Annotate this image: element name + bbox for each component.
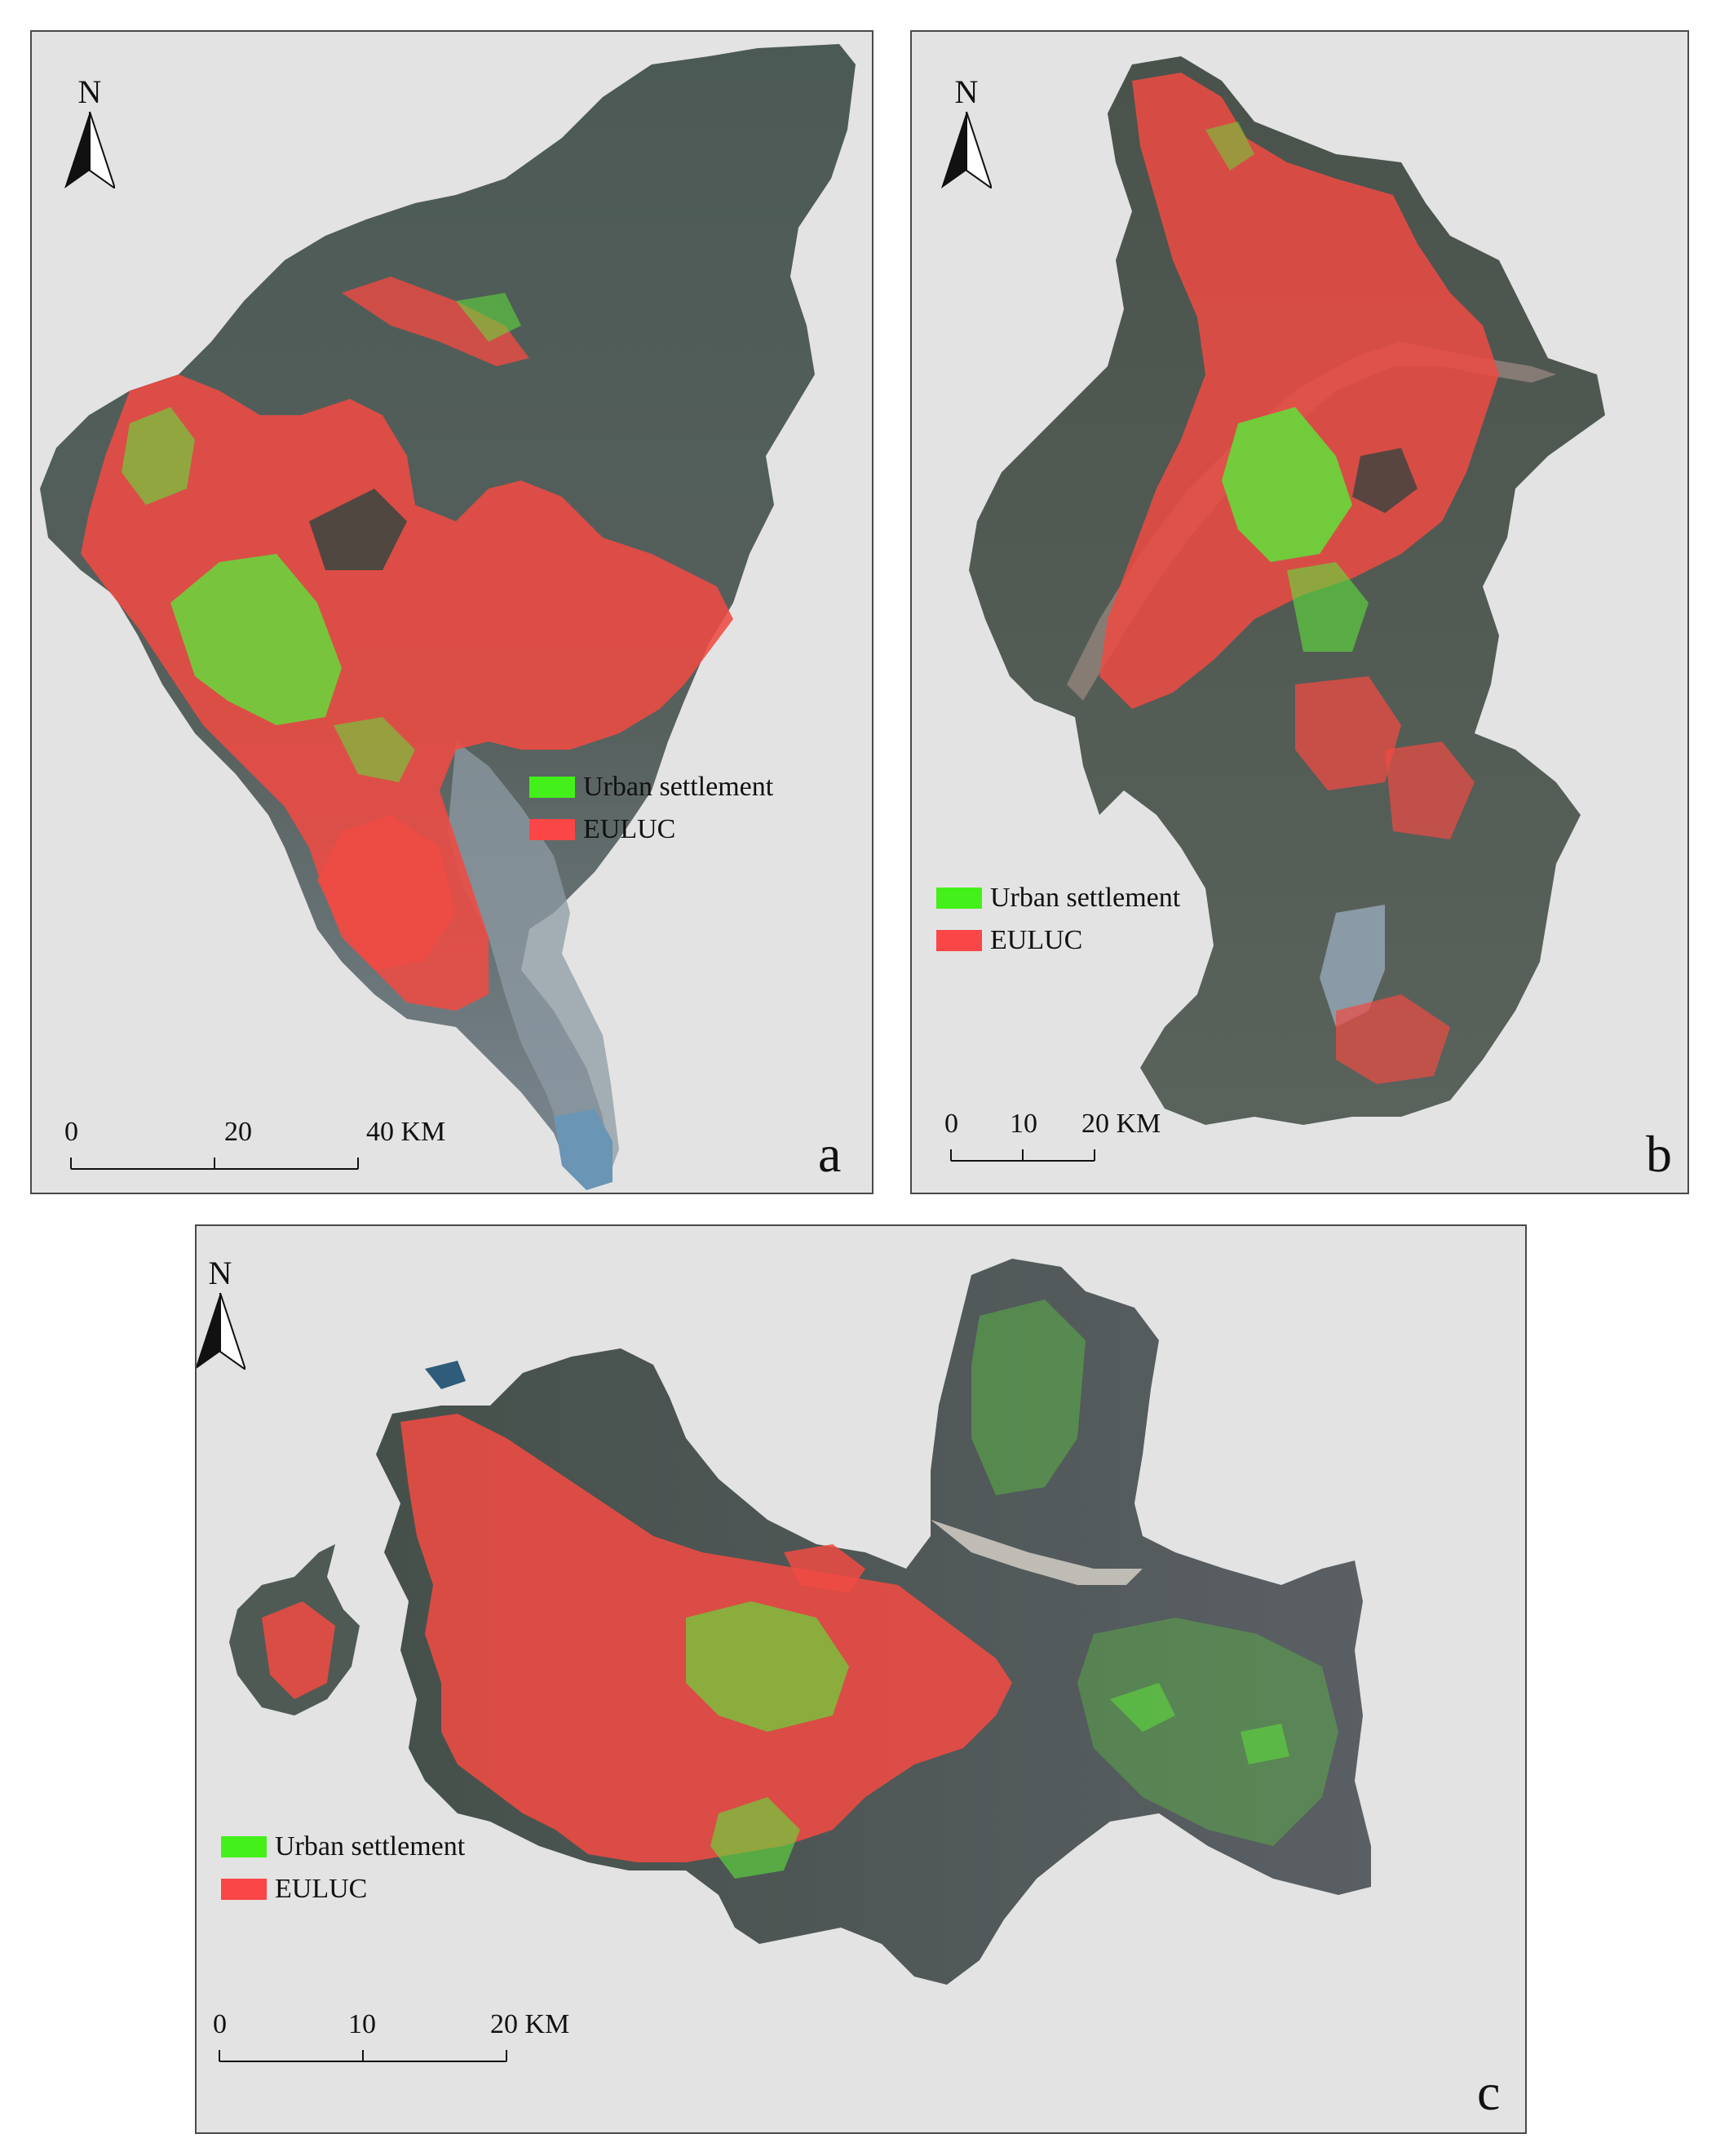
north-arrow-icon — [197, 1293, 245, 1370]
scale-label-max: 40 KM — [366, 1117, 446, 1147]
panel-letter-c: c — [1477, 2063, 1501, 2121]
scale-label-max: 20 KM — [1081, 1109, 1161, 1139]
legend-label-euluc: EULUC — [275, 1874, 368, 1904]
panel-letter-b: b — [1646, 1125, 1672, 1183]
legend-label-euluc: EULUC — [583, 814, 676, 844]
scale-bar-a: 0 20 40 KM — [64, 1117, 445, 1182]
scale-label-0: 0 — [944, 1109, 958, 1139]
legend-label-urban-settlement: Urban settlement — [990, 883, 1181, 913]
north-label-a: N — [77, 73, 102, 110]
scale-bar-c: 0 10 20 KM — [213, 2009, 569, 2074]
scale-label-mid: 10 — [1010, 1109, 1037, 1139]
scale-bar-b: 0 10 20 KM — [944, 1109, 1189, 1174]
urban-settlement-swatch — [936, 888, 982, 909]
legend-a: Urban settlement EULUC — [529, 766, 773, 851]
north-arrow-c: N — [197, 1255, 249, 1379]
euluc-swatch — [936, 930, 982, 951]
north-arrow-a: N — [61, 76, 118, 198]
legend-label-urban-settlement: Urban settlement — [275, 1831, 466, 1862]
scale-label-0: 0 — [213, 2009, 227, 2039]
legend-label-urban-settlement: Urban settlement — [583, 772, 774, 802]
north-label-b: N — [954, 73, 979, 110]
legend-item-urban-settlement: Urban settlement — [936, 877, 1180, 919]
legend-item-urban-settlement: Urban settlement — [221, 1826, 465, 1868]
scale-bar-line — [70, 1158, 359, 1170]
scale-label-max: 20 KM — [490, 2009, 570, 2039]
euluc-swatch — [221, 1879, 267, 1900]
north-arrow-icon — [64, 112, 115, 188]
scale-label-0: 0 — [64, 1117, 78, 1147]
urban-settlement-swatch — [529, 777, 575, 798]
scale-label-mid: 20 — [224, 1117, 252, 1147]
map-a-landmass — [40, 44, 856, 1190]
legend-item-euluc: EULUC — [221, 1868, 465, 1910]
legend-item-euluc: EULUC — [936, 919, 1180, 962]
urban-settlement-swatch — [221, 1836, 267, 1857]
scale-bar-line — [950, 1149, 1095, 1162]
scale-label-mid: 10 — [348, 2009, 376, 2039]
euluc-swatch — [529, 819, 575, 840]
north-label-c: N — [208, 1255, 232, 1291]
legend-item-urban-settlement: Urban settlement — [529, 766, 773, 808]
legend-c: Urban settlement EULUC — [221, 1826, 465, 1910]
legend-b: Urban settlement EULUC — [936, 877, 1180, 962]
legend-item-euluc: EULUC — [529, 808, 773, 851]
map-panel-b: N Urban settlement EULUC 0 10 20 KM b — [910, 30, 1689, 1194]
north-arrow-icon — [941, 112, 992, 188]
map-b-landmass — [969, 56, 1605, 1125]
north-arrow-b: N — [938, 76, 995, 198]
panel-letter-a: a — [818, 1125, 842, 1183]
legend-label-euluc: EULUC — [990, 925, 1083, 955]
map-panel-a: N Urban settlement EULUC 0 20 40 KM a — [30, 30, 873, 1194]
map-panel-c: N Urban settlement EULUC 0 10 20 KM c — [195, 1224, 1527, 2134]
scale-bar-line — [219, 2050, 507, 2062]
map-c-landmass — [229, 1259, 1371, 1985]
